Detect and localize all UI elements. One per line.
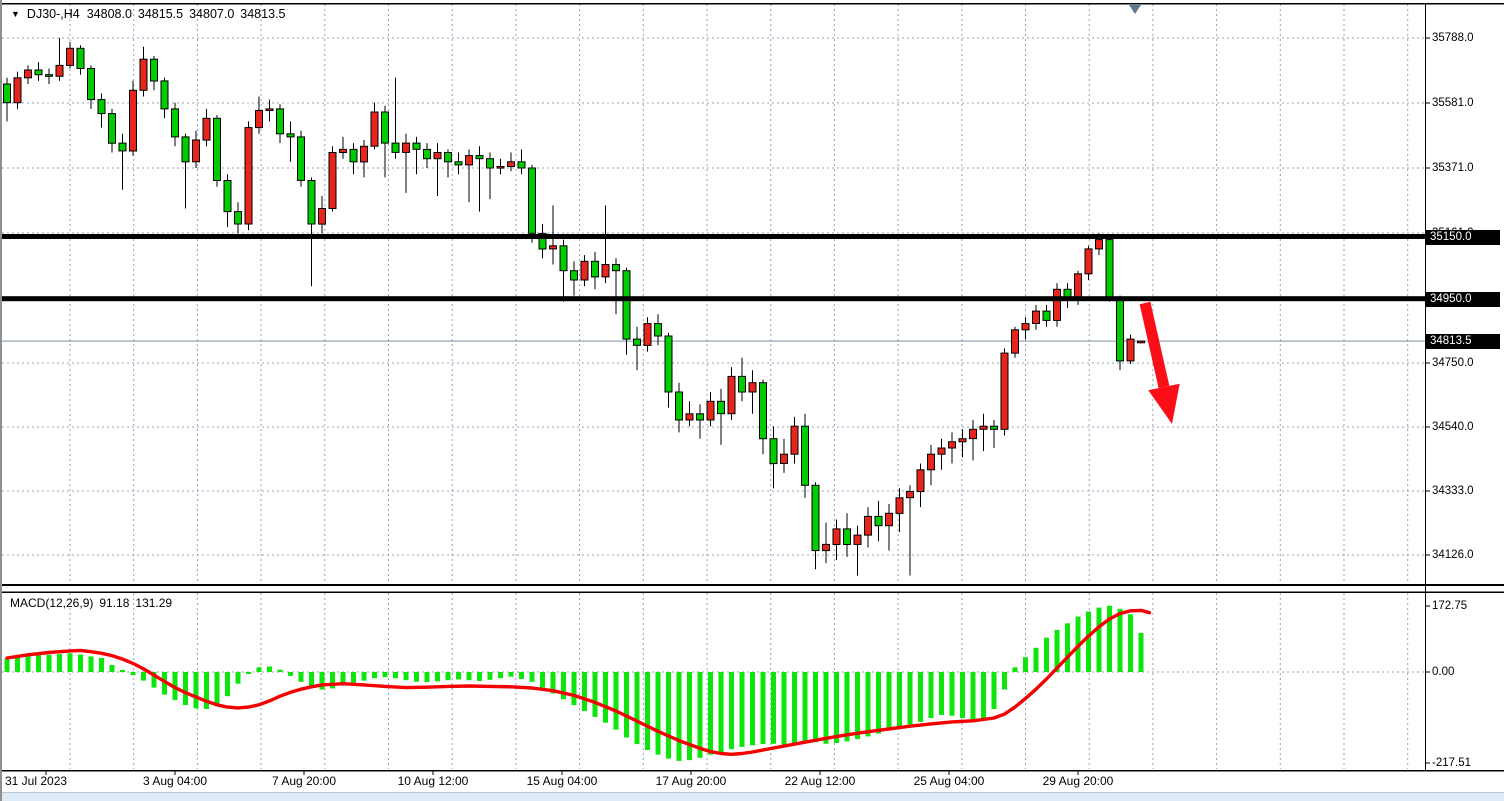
time-axis-label: 10 Aug 12:00	[397, 774, 469, 788]
price-axis-label: 34540.0	[1432, 420, 1474, 433]
ohlc-readout: 34808.0 34815.5 34807.0 34813.5	[87, 7, 286, 21]
price-axis-label: 35788.0	[1432, 31, 1474, 44]
price-axis-label: 34333.0	[1432, 484, 1474, 497]
time-axis-label: 3 Aug 04:00	[142, 774, 208, 788]
time-axis-label: 29 Aug 20:00	[1042, 774, 1114, 788]
price-level-badge: 34813.5	[1426, 333, 1500, 349]
price-axis-label: -217.51	[1432, 756, 1472, 769]
symbol-period-label: DJ30-,H4	[26, 7, 80, 21]
bottom-strip	[2, 792, 1504, 801]
down-arrow-annotation	[1148, 383, 1180, 424]
price-axis-label: 172.75	[1432, 599, 1468, 612]
high-value: 34815.5	[137, 7, 184, 21]
low-value: 34807.0	[189, 7, 235, 21]
open-value: 34808.0	[86, 7, 132, 21]
price-level-badge: 35150.0	[1426, 229, 1500, 245]
chart-title: ▼ DJ30-,H4 34808.0 34815.5 34807.0 34813…	[11, 7, 285, 21]
time-axis-label: 22 Aug 12:00	[784, 774, 856, 788]
time-axis-label: 31 Jul 2023	[5, 774, 68, 788]
price-axis-label: 0.00	[1432, 665, 1455, 678]
close-value: 34813.5	[240, 7, 286, 21]
macd-name: MACD(12,26,9)	[10, 596, 94, 610]
chevron-down-icon: ▼	[11, 8, 20, 19]
time-axis-label: 15 Aug 04:00	[526, 774, 598, 788]
price-axis-label: 34126.0	[1432, 548, 1474, 561]
price-axis-label: 34750.0	[1432, 356, 1474, 369]
time-axis-label: 17 Aug 20:00	[655, 774, 727, 788]
time-axis-label: 25 Aug 04:00	[913, 774, 985, 788]
price-axis-label: 35581.0	[1432, 96, 1474, 109]
price-axis-label: 35371.0	[1432, 161, 1474, 174]
macd-main-value: 91.18	[99, 596, 130, 610]
chart-shift-marker-icon	[1129, 5, 1141, 14]
price-level-badge: 34950.0	[1426, 291, 1500, 307]
macd-indicator-label: MACD(12,26,9) 91.18 131.29	[10, 596, 172, 610]
time-axis-label: 7 Aug 20:00	[271, 774, 337, 788]
macd-signal-value: 131.29	[135, 596, 173, 610]
